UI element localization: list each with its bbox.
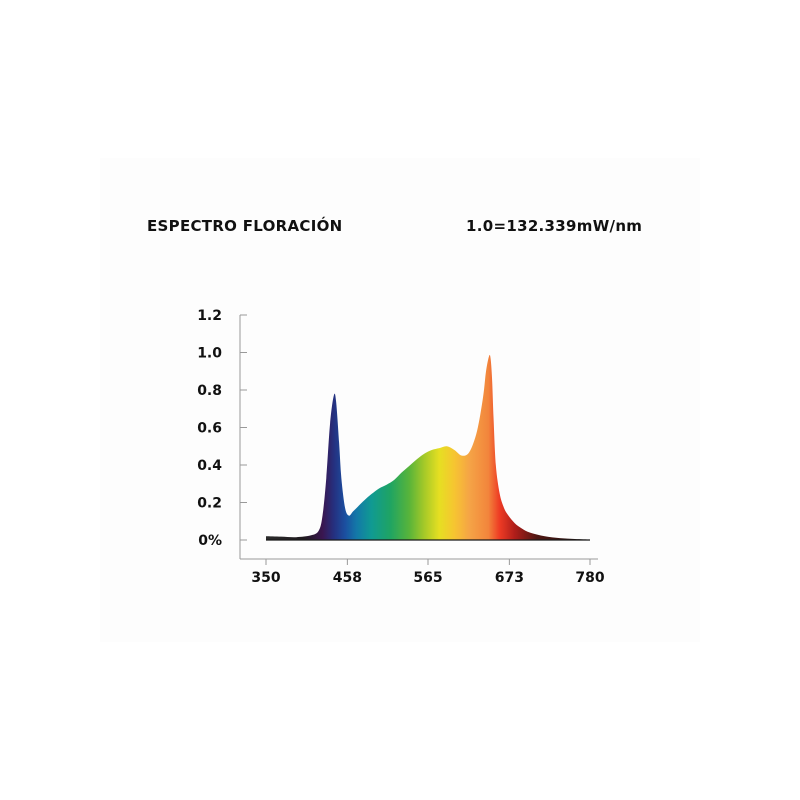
x-tick-label: 780 — [575, 570, 604, 586]
y-tick-label: 1.0 — [197, 346, 222, 362]
spectrum-marks — [266, 354, 590, 541]
chart-panel — [100, 158, 700, 642]
x-tick-label: 565 — [413, 570, 442, 586]
chart-subtitle: 1.0=132.339mW/nm — [466, 217, 643, 235]
y-tick-label: 0.2 — [197, 496, 222, 512]
y-tick-label: 1.2 — [197, 308, 222, 324]
spectrum-area — [266, 354, 590, 540]
y-tick-label: 0.4 — [197, 458, 222, 474]
y-tick-label: 0.8 — [197, 383, 222, 399]
y-tick-label: 0% — [198, 533, 222, 549]
x-tick-label: 350 — [251, 570, 280, 586]
x-tick-label: 458 — [333, 570, 362, 586]
tick-labels: 1.2 1.0 0.8 0.6 0.4 0.2 0% 350 458 565 673 780 — [197, 308, 605, 586]
chart-title: ESPECTRO FLORACIÓN — [147, 217, 343, 235]
y-tick-label: 0.6 — [197, 421, 222, 437]
axes — [239, 314, 598, 565]
x-tick-label: 673 — [495, 570, 524, 586]
